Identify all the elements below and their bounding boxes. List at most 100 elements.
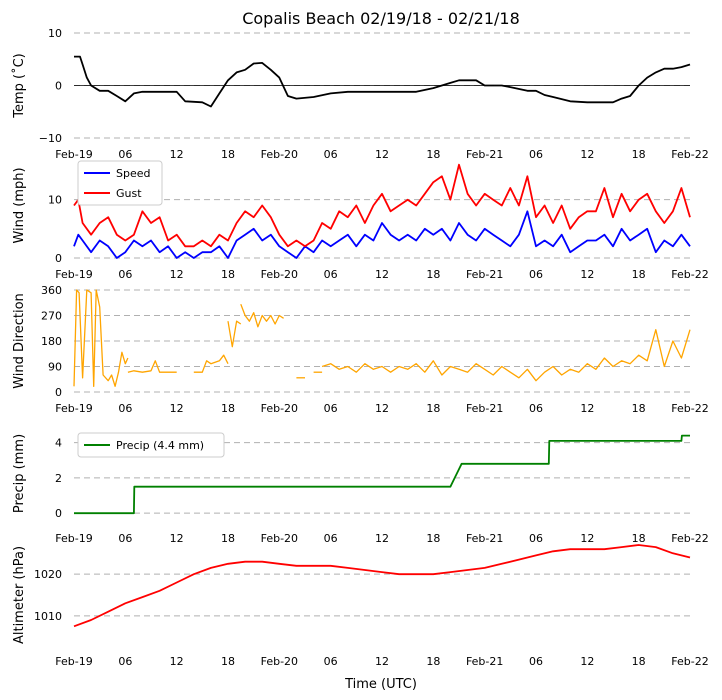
precip-xtick-label: 06 [529, 532, 543, 545]
altimeter-xtick-label: 18 [426, 655, 440, 668]
altimeter-xtick-label: 06 [118, 655, 132, 668]
wind-direction-ytick-label: 360 [41, 284, 62, 297]
altimeter-xtick-label: 06 [324, 655, 338, 668]
precip-panel: 0 2 4 Precip (mm) Feb-19 06 12 18 Feb-20 06 12 18 Fe… [12, 432, 709, 545]
altimeter-xtick-label: 06 [529, 655, 543, 668]
precip-xtick-label: 06 [118, 532, 132, 545]
temp-xtick-label: Feb-21 [466, 148, 503, 161]
wind-panel: 0 10 Wind (mph) Feb-19 06 12 18 Feb-20 06 12 18 Feb… [12, 160, 709, 281]
wind-ytick-label: 10 [48, 194, 62, 207]
wind-direction-xtick-label: 12 [580, 402, 594, 415]
wind-ytick-label: 0 [55, 252, 62, 265]
altimeter-xtick-label: 18 [632, 655, 646, 668]
wind-direction-xtick-label: Feb-19 [55, 402, 92, 415]
precip-ytick-label: 4 [55, 437, 62, 450]
wind-direction-xtick-label: 18 [632, 402, 646, 415]
altimeter-xtick-label: Feb-19 [55, 655, 92, 668]
temp-xtick-label: 12 [170, 148, 184, 161]
precip-xtick-label: Feb-22 [671, 532, 708, 545]
wind-direction-wind-direction-line [73, 289, 129, 387]
wind-direction-ytick-label: 0 [55, 386, 62, 399]
wind-ylabel: Wind (mph) [12, 167, 27, 243]
wind-direction-wind-direction-line [321, 329, 691, 382]
altimeter-altimeter-line [73, 544, 691, 628]
precip-xtick-label: 12 [375, 532, 389, 545]
precip-xtick-label: Feb-21 [466, 532, 503, 545]
altimeter-xtick-label: 18 [221, 655, 235, 668]
precip-ytick-label: 0 [55, 507, 62, 520]
precip-xtick-label: 12 [170, 532, 184, 545]
wind-direction-xtick-label: 18 [426, 402, 440, 415]
wind-legend-label: Speed [116, 167, 150, 180]
wind-direction-xtick-label: 06 [118, 402, 132, 415]
wind-xtick-label: 12 [375, 268, 389, 281]
wind-direction-panel: 0 90 180 270 360 Wind Direction Feb-19 06 12 18 Fe… [12, 284, 709, 415]
temp-xtick-label: 06 [118, 148, 132, 161]
altimeter-xtick-label: Feb-22 [671, 655, 708, 668]
altimeter-xtick-label: 12 [170, 655, 184, 668]
x-axis-label: Time (UTC) [344, 677, 417, 692]
figure-title: Copalis Beach 02/19/18 - 02/21/18 [242, 9, 520, 28]
temp-xtick-label: 12 [375, 148, 389, 161]
temp-xtick-label: Feb-19 [55, 148, 92, 161]
wind-direction-xtick-label: 06 [529, 402, 543, 415]
temp-xtick-label: 18 [426, 148, 440, 161]
precip-xtick-label: 06 [324, 532, 338, 545]
temp-xtick-label: 18 [221, 148, 235, 161]
precip-ytick-label: 2 [55, 472, 62, 485]
wind-xtick-label: 06 [118, 268, 132, 281]
temp-temp-line [74, 55, 691, 108]
altimeter-ytick-label: 1020 [34, 568, 62, 581]
wind-direction-wind-direction-line [240, 303, 284, 328]
wind-direction-ylabel: Wind Direction [12, 293, 27, 389]
wind-direction-ytick-label: 90 [48, 361, 62, 374]
wind-xtick-label: Feb-20 [261, 268, 298, 281]
temp-ylabel: Temp (˚C) [11, 53, 27, 119]
wind-direction-wind-direction-line [193, 354, 229, 373]
altimeter-ytick-label: 1010 [34, 610, 62, 623]
temp-xtick-label: 12 [580, 148, 594, 161]
precip-precip-4-4-mm-line [74, 434, 690, 515]
wind-xtick-label: Feb-19 [55, 268, 92, 281]
wind-direction-xtick-label: 06 [324, 402, 338, 415]
altimeter-ylabel: Altimeter (hPa) [12, 546, 27, 644]
temp-xtick-label: 06 [324, 148, 338, 161]
temp-ytick-label: 10 [48, 27, 62, 40]
wind-xtick-label: 12 [170, 268, 184, 281]
wind-xtick-label: 18 [632, 268, 646, 281]
wind-direction-xtick-label: 18 [221, 402, 235, 415]
wind-speed-line [73, 210, 691, 259]
precip-ylabel: Precip (mm) [12, 434, 27, 513]
wind-direction-xtick-label: Feb-22 [671, 402, 708, 415]
temp-ytick-label: 0 [55, 80, 62, 93]
altimeter-panel: 1010 1020 Altimeter (hPa) Feb-19 06 12 18 Feb-2… [12, 544, 709, 668]
temp-xtick-label: 18 [632, 148, 646, 161]
precip-legend [77, 432, 225, 458]
precip-xtick-label: Feb-19 [55, 532, 92, 545]
altimeter-xtick-label: Feb-20 [261, 655, 298, 668]
temp-xtick-label: Feb-22 [671, 148, 708, 161]
temp-xtick-label: Feb-20 [261, 148, 298, 161]
temp-ytick-label: −10 [39, 132, 62, 145]
wind-direction-xtick-label: Feb-21 [466, 402, 503, 415]
wind-direction-ytick-label: 180 [41, 335, 62, 348]
precip-xtick-label: 18 [426, 532, 440, 545]
wind-direction-xtick-label: 12 [170, 402, 184, 415]
wind-xtick-label: 12 [580, 268, 594, 281]
wind-xtick-label: Feb-22 [671, 268, 708, 281]
altimeter-xtick-label: 12 [375, 655, 389, 668]
wind-direction-xtick-label: 12 [375, 402, 389, 415]
temp-panel: −10 0 10 Temp (˚C) Feb-19 06 12 18 Feb-20 06 12 18 F… [11, 27, 709, 161]
altimeter-xtick-label: Feb-21 [466, 655, 503, 668]
precip-xtick-label: 18 [221, 532, 235, 545]
wind-xtick-label: 06 [529, 268, 543, 281]
wind-legend-label: Gust [116, 187, 142, 200]
wind-gust-line [73, 163, 691, 248]
wind-direction-wind-direction-line [227, 320, 242, 348]
wind-xtick-label: 06 [324, 268, 338, 281]
wind-xtick-label: 18 [426, 268, 440, 281]
precip-xtick-label: 12 [580, 532, 594, 545]
wind-direction-ytick-label: 270 [41, 310, 62, 323]
wind-direction-wind-direction-line [127, 360, 177, 373]
